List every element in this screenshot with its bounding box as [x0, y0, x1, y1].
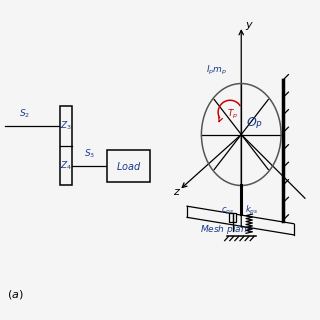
Text: $z$: $z$: [173, 187, 181, 197]
Bar: [229, 213, 236, 222]
Text: $S_2$: $S_2$: [19, 108, 30, 120]
Text: $O_P$: $O_P$: [246, 116, 263, 131]
Text: $I_p m_p$: $I_p m_p$: [206, 64, 228, 77]
Text: $Load$: $Load$: [116, 160, 142, 172]
Bar: [108, 150, 150, 181]
Text: $(a)$: $(a)$: [7, 287, 24, 300]
Text: $y$: $y$: [245, 20, 254, 32]
Text: $Mesh\ plane$: $Mesh\ plane$: [200, 223, 253, 236]
Text: $Z_4$: $Z_4$: [60, 159, 72, 172]
Text: $c_{ps}$: $c_{ps}$: [221, 206, 235, 217]
Text: $T_p$: $T_p$: [227, 108, 238, 121]
Text: $Z_3$: $Z_3$: [60, 119, 72, 132]
Text: $k_{ps}$: $k_{ps}$: [245, 204, 259, 217]
Bar: [60, 106, 72, 186]
Text: $S_3$: $S_3$: [84, 147, 95, 160]
